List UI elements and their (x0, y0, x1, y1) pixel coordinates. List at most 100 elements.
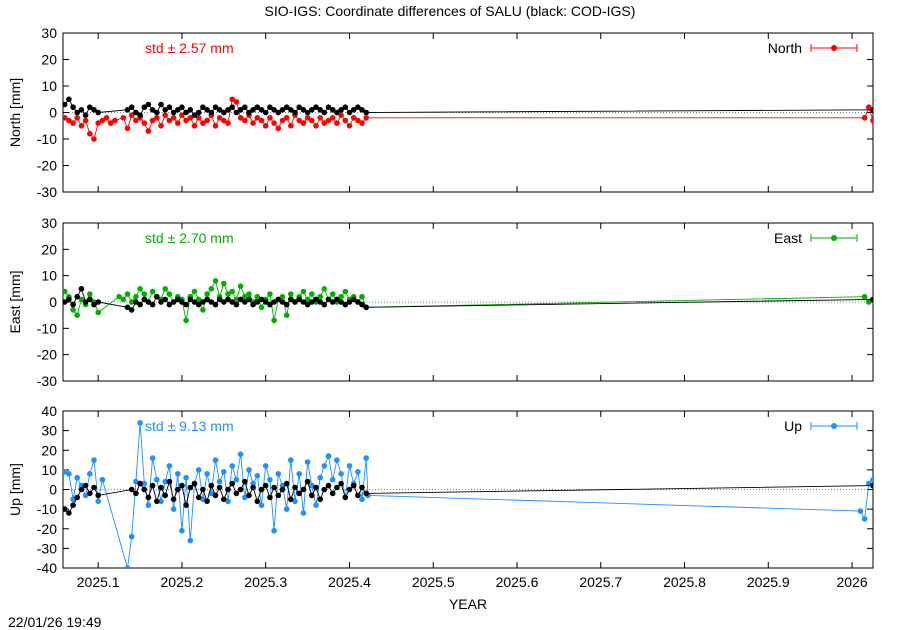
data-point (183, 301, 189, 308)
y-tick-label: 20 (41, 442, 57, 458)
data-point (133, 117, 139, 124)
data-point (861, 516, 868, 522)
y-axis-label: Up [mm] (7, 463, 23, 516)
data-point (866, 480, 872, 487)
data-point (162, 492, 168, 499)
data-point (133, 490, 139, 497)
series-line (64, 279, 870, 321)
data-point (321, 486, 328, 493)
y-tick-label: 0 (49, 105, 57, 121)
data-point (128, 104, 135, 110)
data-point (329, 115, 336, 121)
data-point (120, 296, 127, 303)
data-point (296, 490, 303, 497)
data-point (262, 299, 269, 305)
data-point (212, 123, 219, 129)
y-tick-label: 30 (41, 25, 57, 41)
data-point (149, 117, 156, 124)
std-label: std ± 2.70 mm (145, 230, 234, 246)
y-tick-label: -10 (37, 501, 57, 517)
data-point (216, 107, 223, 113)
x-tick-label: 2025.1 (77, 574, 120, 590)
data-point (87, 130, 93, 137)
data-point (128, 299, 135, 305)
data-point (87, 291, 93, 297)
y-tick-label: -20 (37, 347, 57, 363)
data-point (95, 299, 101, 305)
y-tick-label: 30 (41, 215, 57, 231)
data-point (309, 107, 315, 113)
data-point (91, 301, 97, 308)
y-tick-label: -10 (37, 320, 57, 336)
data-point (141, 104, 148, 110)
data-point (313, 123, 319, 129)
data-point (296, 471, 303, 477)
data-point (857, 508, 864, 514)
data-point (317, 293, 324, 300)
data-point (74, 494, 80, 501)
data-point (70, 104, 76, 110)
data-point (200, 104, 206, 110)
data-point (124, 565, 131, 568)
data-point (300, 288, 307, 295)
data-point (87, 471, 93, 477)
y-tick-label: -40 (37, 560, 57, 576)
data-point (133, 293, 139, 300)
data-point (342, 117, 349, 124)
data-point (258, 296, 265, 303)
data-point (329, 291, 336, 297)
data-point (78, 107, 85, 113)
data-point (271, 484, 277, 491)
data-point (359, 107, 365, 113)
data-point (350, 482, 357, 489)
data-point (225, 296, 231, 303)
data-point (154, 476, 160, 483)
data-point (283, 480, 290, 487)
data-point (221, 299, 227, 305)
series-1 (63, 96, 873, 118)
data-point (183, 109, 189, 116)
data-point (267, 494, 273, 501)
data-point (212, 457, 219, 463)
data-point (66, 471, 72, 477)
series-0 (63, 96, 873, 142)
data-point (128, 307, 135, 313)
data-point (170, 109, 177, 116)
data-point (346, 123, 353, 129)
series-0 (63, 420, 873, 568)
data-point (866, 104, 872, 110)
data-point (208, 286, 215, 292)
data-point (262, 482, 269, 489)
data-point (170, 299, 177, 305)
data-point (74, 312, 80, 319)
data-point (229, 299, 235, 305)
panel-1: 30 20 10 0 -10 -20 -30 East [mm] std ± 2.70 mm Ea… (7, 215, 874, 389)
data-point (275, 492, 282, 499)
data-point (346, 486, 353, 493)
data-point (204, 107, 210, 113)
data-point (246, 492, 252, 499)
data-point (183, 502, 189, 509)
data-point (304, 301, 311, 308)
data-point (258, 117, 265, 124)
data-point (137, 286, 143, 292)
data-point (250, 107, 256, 113)
data-point (91, 484, 97, 491)
data-point (128, 533, 135, 540)
data-point (191, 123, 198, 129)
chart-title: SIO-IGS: Coordinate differences of SALU … (265, 3, 636, 19)
data-point (317, 107, 324, 113)
data-point (334, 296, 340, 303)
data-point (250, 484, 256, 491)
data-point (338, 480, 344, 487)
data-point (179, 527, 185, 534)
data-point (195, 301, 202, 308)
data-point (321, 286, 328, 292)
data-point (225, 120, 231, 126)
data-point (82, 117, 89, 124)
x-tick-label: 2025.4 (328, 574, 371, 590)
y-tick-label: 0 (49, 294, 57, 310)
data-point (275, 296, 282, 303)
data-point (870, 107, 873, 113)
data-point (359, 293, 365, 300)
